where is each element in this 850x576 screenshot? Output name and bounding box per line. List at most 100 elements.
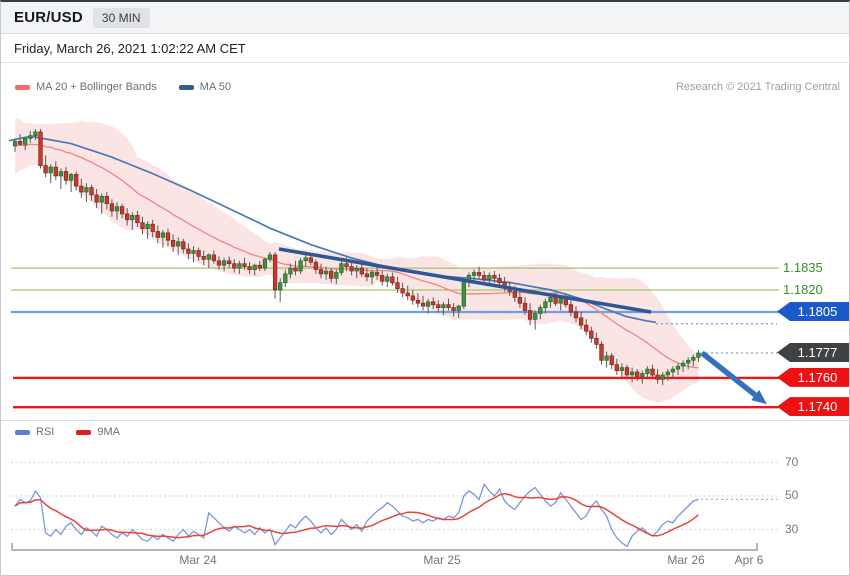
candle-body [578, 317, 584, 326]
candle-body [517, 297, 523, 304]
symbol-title: EUR/USD [14, 9, 83, 26]
candle-body [369, 272, 375, 278]
candle-body [130, 215, 135, 221]
candle-body [104, 195, 109, 204]
ma50-legend-label: MA 50 [199, 81, 231, 93]
rsi-9ma-line [14, 492, 699, 539]
candle-body [543, 301, 548, 309]
candle-body [548, 297, 553, 303]
candle-body [17, 141, 23, 145]
candle-body [374, 272, 380, 276]
candle-body [74, 174, 79, 187]
candle-body [512, 291, 517, 298]
candle-body [425, 301, 431, 307]
candle-body [573, 311, 579, 319]
candle-body [257, 264, 262, 269]
candle-body [89, 187, 94, 196]
rsi-9ma-legend-label: 9MA [97, 426, 120, 438]
rsi-legend: RSI 9MA [15, 426, 120, 438]
candle-body [288, 267, 293, 275]
candle-body [482, 275, 487, 281]
candle-body [456, 305, 461, 311]
candle-body [415, 299, 421, 304]
candle-body [655, 374, 660, 380]
candle-body [303, 257, 308, 262]
candle-body [28, 135, 33, 139]
candle-body [186, 248, 191, 254]
candle-body [390, 276, 395, 284]
candle-body [227, 260, 232, 265]
candle-body [640, 373, 645, 377]
candle-body [604, 355, 609, 361]
candle-body [109, 203, 115, 212]
candle-body [629, 371, 635, 376]
candle-body [558, 298, 563, 304]
candle-body [94, 194, 99, 203]
rsi-9ma-legend-swatch-icon [76, 429, 92, 435]
candle-body [527, 310, 533, 320]
candle-body [492, 275, 497, 279]
candle-body [436, 304, 441, 308]
candle-body [298, 260, 303, 272]
candle-body [237, 263, 242, 269]
candle-body [165, 232, 171, 241]
attribution: Research © 2021 Trading Central [675, 81, 840, 93]
candle-body [619, 367, 625, 371]
candle-body [589, 330, 594, 339]
candle-body [216, 260, 222, 266]
candle-body [247, 266, 252, 270]
candle-body [201, 256, 206, 260]
candle-body [84, 187, 89, 193]
candle-body [599, 343, 604, 361]
candle-body [471, 272, 477, 276]
candle-body [665, 371, 670, 376]
candle-body [206, 254, 211, 260]
candle-body [635, 371, 640, 377]
forecast-arrow-head-icon [751, 389, 767, 405]
candle-body [43, 165, 48, 174]
candle-body [334, 272, 339, 279]
candle-body [313, 261, 319, 270]
candle-body [660, 374, 665, 380]
candle-body [359, 267, 364, 275]
candle-body [380, 275, 385, 282]
candle-body [150, 223, 155, 232]
candle-body [99, 195, 104, 203]
candle-body [140, 222, 145, 229]
panel-divider [1, 420, 849, 421]
candle-body [533, 313, 538, 320]
candle-body [553, 297, 558, 304]
candle-body [232, 263, 237, 269]
candle-body [645, 368, 650, 374]
candle-body [614, 364, 619, 371]
candle-body [145, 223, 150, 229]
candle-body [670, 368, 676, 373]
candle-body [538, 307, 543, 314]
downtrend-line [278, 247, 652, 314]
candle-body [680, 362, 686, 367]
candle-body [487, 275, 492, 281]
candle-body [568, 304, 574, 313]
date-line: Friday, March 26, 2021 1:02:22 AM CET [1, 34, 849, 63]
candle-body [53, 166, 58, 177]
candle-body [267, 254, 273, 260]
candle-body [446, 304, 451, 308]
candle-body [79, 185, 84, 193]
ma20-bollinger-legend-swatch-icon [15, 84, 30, 90]
main-chart-legend: MA 20 + Bollinger Bands MA 50 [15, 81, 231, 93]
candle-body [125, 213, 130, 221]
candle-body [262, 258, 268, 269]
candle-body [476, 272, 482, 276]
candle-body [170, 239, 176, 247]
candle-body [395, 282, 400, 289]
rsi-chart-canvas [11, 462, 777, 551]
candle-body [318, 269, 324, 275]
candle-body [181, 241, 186, 250]
candle-body [252, 264, 257, 270]
candle-body [385, 276, 390, 282]
candle-body [405, 292, 410, 297]
candle-body [48, 166, 53, 174]
candle-body [584, 324, 589, 332]
rsi-legend-label: RSI [36, 426, 55, 438]
